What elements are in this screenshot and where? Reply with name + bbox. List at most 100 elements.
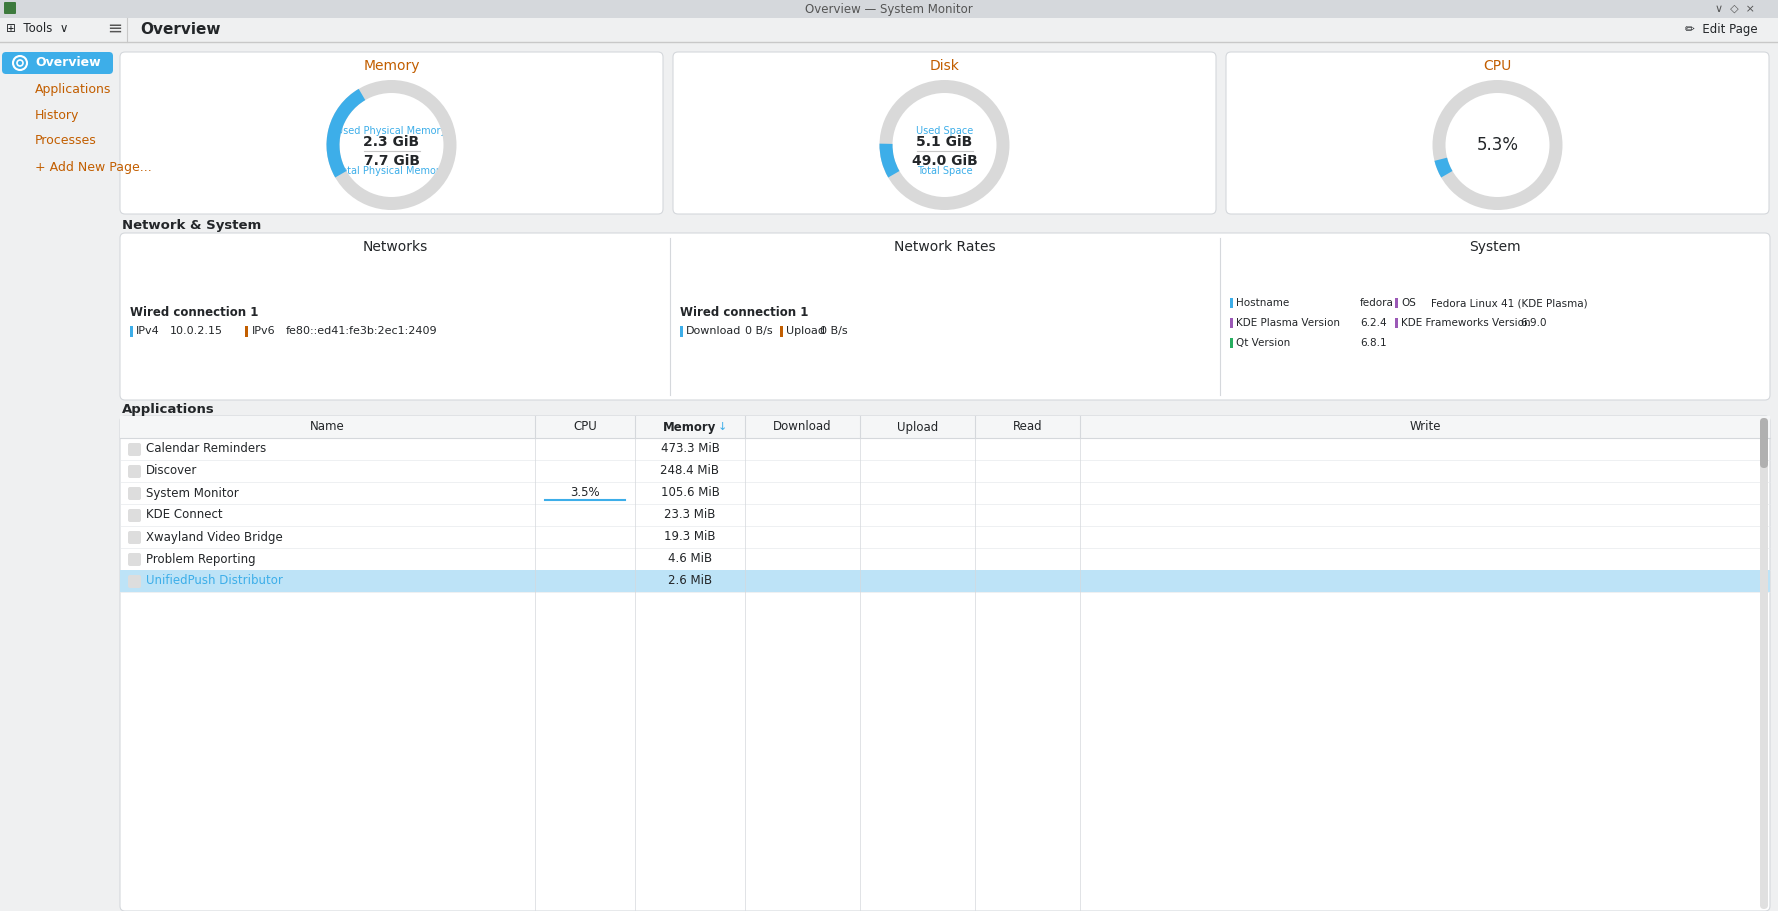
Wedge shape bbox=[1435, 158, 1453, 178]
Wedge shape bbox=[880, 80, 1010, 210]
FancyBboxPatch shape bbox=[1396, 298, 1398, 308]
Text: Memory: Memory bbox=[363, 59, 420, 73]
Text: Applications: Applications bbox=[36, 83, 112, 96]
FancyBboxPatch shape bbox=[128, 465, 140, 478]
Text: ✏  Edit Page: ✏ Edit Page bbox=[1686, 23, 1758, 36]
Text: Calendar Reminders: Calendar Reminders bbox=[146, 443, 267, 456]
Text: 3.5%: 3.5% bbox=[571, 486, 599, 499]
Text: 6.8.1: 6.8.1 bbox=[1360, 338, 1387, 348]
Text: Overview: Overview bbox=[36, 56, 101, 69]
Text: System Monitor: System Monitor bbox=[146, 486, 238, 499]
Text: ⊞  Tools  ∨: ⊞ Tools ∨ bbox=[5, 23, 69, 36]
Text: Total Space: Total Space bbox=[917, 166, 973, 176]
Text: Disk: Disk bbox=[930, 59, 960, 73]
Text: Problem Reporting: Problem Reporting bbox=[146, 552, 256, 566]
Text: Xwayland Video Bridge: Xwayland Video Bridge bbox=[146, 530, 283, 544]
FancyBboxPatch shape bbox=[128, 443, 140, 456]
Text: 5.1 GiB: 5.1 GiB bbox=[916, 135, 973, 149]
Text: 0 B/s: 0 B/s bbox=[820, 326, 848, 336]
FancyBboxPatch shape bbox=[674, 52, 1216, 214]
FancyBboxPatch shape bbox=[128, 487, 140, 500]
FancyBboxPatch shape bbox=[245, 326, 247, 337]
Text: KDE Frameworks Version: KDE Frameworks Version bbox=[1401, 318, 1531, 328]
Text: Discover: Discover bbox=[146, 465, 197, 477]
FancyBboxPatch shape bbox=[119, 52, 663, 214]
FancyBboxPatch shape bbox=[1230, 298, 1232, 308]
Text: Networks: Networks bbox=[363, 240, 428, 254]
Text: Overview: Overview bbox=[140, 22, 220, 36]
FancyBboxPatch shape bbox=[0, 0, 1778, 18]
Text: 105.6 MiB: 105.6 MiB bbox=[661, 486, 720, 499]
FancyBboxPatch shape bbox=[0, 42, 116, 911]
Text: Applications: Applications bbox=[123, 404, 215, 416]
Text: ↓: ↓ bbox=[717, 422, 727, 432]
FancyBboxPatch shape bbox=[119, 416, 1771, 438]
Text: Used Physical Memory: Used Physical Memory bbox=[336, 126, 446, 136]
Text: IPv6: IPv6 bbox=[252, 326, 276, 336]
Text: 7.7 GiB: 7.7 GiB bbox=[363, 154, 420, 168]
Text: Hostname: Hostname bbox=[1236, 298, 1289, 308]
FancyBboxPatch shape bbox=[679, 326, 683, 337]
Text: Wired connection 1: Wired connection 1 bbox=[130, 306, 258, 320]
Text: 2.6 MiB: 2.6 MiB bbox=[669, 575, 711, 588]
Text: 5.3%: 5.3% bbox=[1476, 136, 1518, 154]
Text: Network Rates: Network Rates bbox=[894, 240, 996, 254]
Text: 473.3 MiB: 473.3 MiB bbox=[661, 443, 720, 456]
Text: System: System bbox=[1469, 240, 1520, 254]
FancyBboxPatch shape bbox=[130, 326, 133, 337]
Text: fedora: fedora bbox=[1360, 298, 1394, 308]
Text: Read: Read bbox=[1013, 421, 1042, 434]
FancyBboxPatch shape bbox=[128, 553, 140, 566]
FancyBboxPatch shape bbox=[128, 575, 140, 588]
Text: Download: Download bbox=[773, 421, 832, 434]
FancyBboxPatch shape bbox=[781, 326, 782, 337]
Text: Wired connection 1: Wired connection 1 bbox=[679, 306, 809, 320]
Text: Processes: Processes bbox=[36, 135, 96, 148]
Text: KDE Connect: KDE Connect bbox=[146, 508, 222, 521]
Text: Fedora Linux 41 (KDE Plasma): Fedora Linux 41 (KDE Plasma) bbox=[1431, 298, 1588, 308]
FancyBboxPatch shape bbox=[1760, 418, 1767, 909]
Wedge shape bbox=[327, 89, 364, 178]
FancyBboxPatch shape bbox=[1227, 52, 1769, 214]
FancyBboxPatch shape bbox=[2, 52, 114, 74]
Text: Name: Name bbox=[309, 421, 345, 434]
Text: UnifiedPush Distributor: UnifiedPush Distributor bbox=[146, 575, 283, 588]
Text: CPU: CPU bbox=[1483, 59, 1511, 73]
FancyBboxPatch shape bbox=[4, 2, 16, 14]
Text: Overview — System Monitor: Overview — System Monitor bbox=[805, 3, 973, 15]
Text: CPU: CPU bbox=[573, 421, 597, 434]
Text: Download: Download bbox=[686, 326, 741, 336]
FancyBboxPatch shape bbox=[1230, 318, 1232, 328]
Text: Network & System: Network & System bbox=[123, 219, 261, 231]
Text: + Add New Page...: + Add New Page... bbox=[36, 160, 151, 173]
Text: Qt Version: Qt Version bbox=[1236, 338, 1291, 348]
FancyBboxPatch shape bbox=[119, 42, 1776, 50]
FancyBboxPatch shape bbox=[119, 416, 1771, 911]
Text: 6.2.4: 6.2.4 bbox=[1360, 318, 1387, 328]
FancyBboxPatch shape bbox=[1230, 338, 1232, 348]
Text: Memory: Memory bbox=[663, 421, 717, 434]
Text: 2.3 GiB: 2.3 GiB bbox=[363, 135, 420, 149]
Text: Total Physical Memory: Total Physical Memory bbox=[338, 166, 446, 176]
FancyBboxPatch shape bbox=[1760, 418, 1767, 468]
Text: 6.9.0: 6.9.0 bbox=[1520, 318, 1547, 328]
Text: 4.6 MiB: 4.6 MiB bbox=[669, 552, 711, 566]
Text: History: History bbox=[36, 108, 80, 121]
Text: ∨  ◇  ×: ∨ ◇ × bbox=[1716, 4, 1755, 14]
Text: IPv4: IPv4 bbox=[135, 326, 160, 336]
FancyBboxPatch shape bbox=[1396, 318, 1398, 328]
Wedge shape bbox=[327, 80, 457, 210]
Text: Used Space: Used Space bbox=[916, 126, 973, 136]
Text: Upload: Upload bbox=[896, 421, 939, 434]
FancyBboxPatch shape bbox=[128, 509, 140, 522]
FancyBboxPatch shape bbox=[119, 233, 1771, 400]
Text: 10.0.2.15: 10.0.2.15 bbox=[171, 326, 222, 336]
Text: 0 B/s: 0 B/s bbox=[745, 326, 773, 336]
Text: 19.3 MiB: 19.3 MiB bbox=[665, 530, 717, 544]
Text: KDE Plasma Version: KDE Plasma Version bbox=[1236, 318, 1341, 328]
Text: Upload: Upload bbox=[786, 326, 825, 336]
Text: fe80::ed41:fe3b:2ec1:2409: fe80::ed41:fe3b:2ec1:2409 bbox=[286, 326, 437, 336]
FancyBboxPatch shape bbox=[0, 18, 1778, 42]
FancyBboxPatch shape bbox=[119, 570, 1771, 592]
FancyBboxPatch shape bbox=[128, 531, 140, 544]
